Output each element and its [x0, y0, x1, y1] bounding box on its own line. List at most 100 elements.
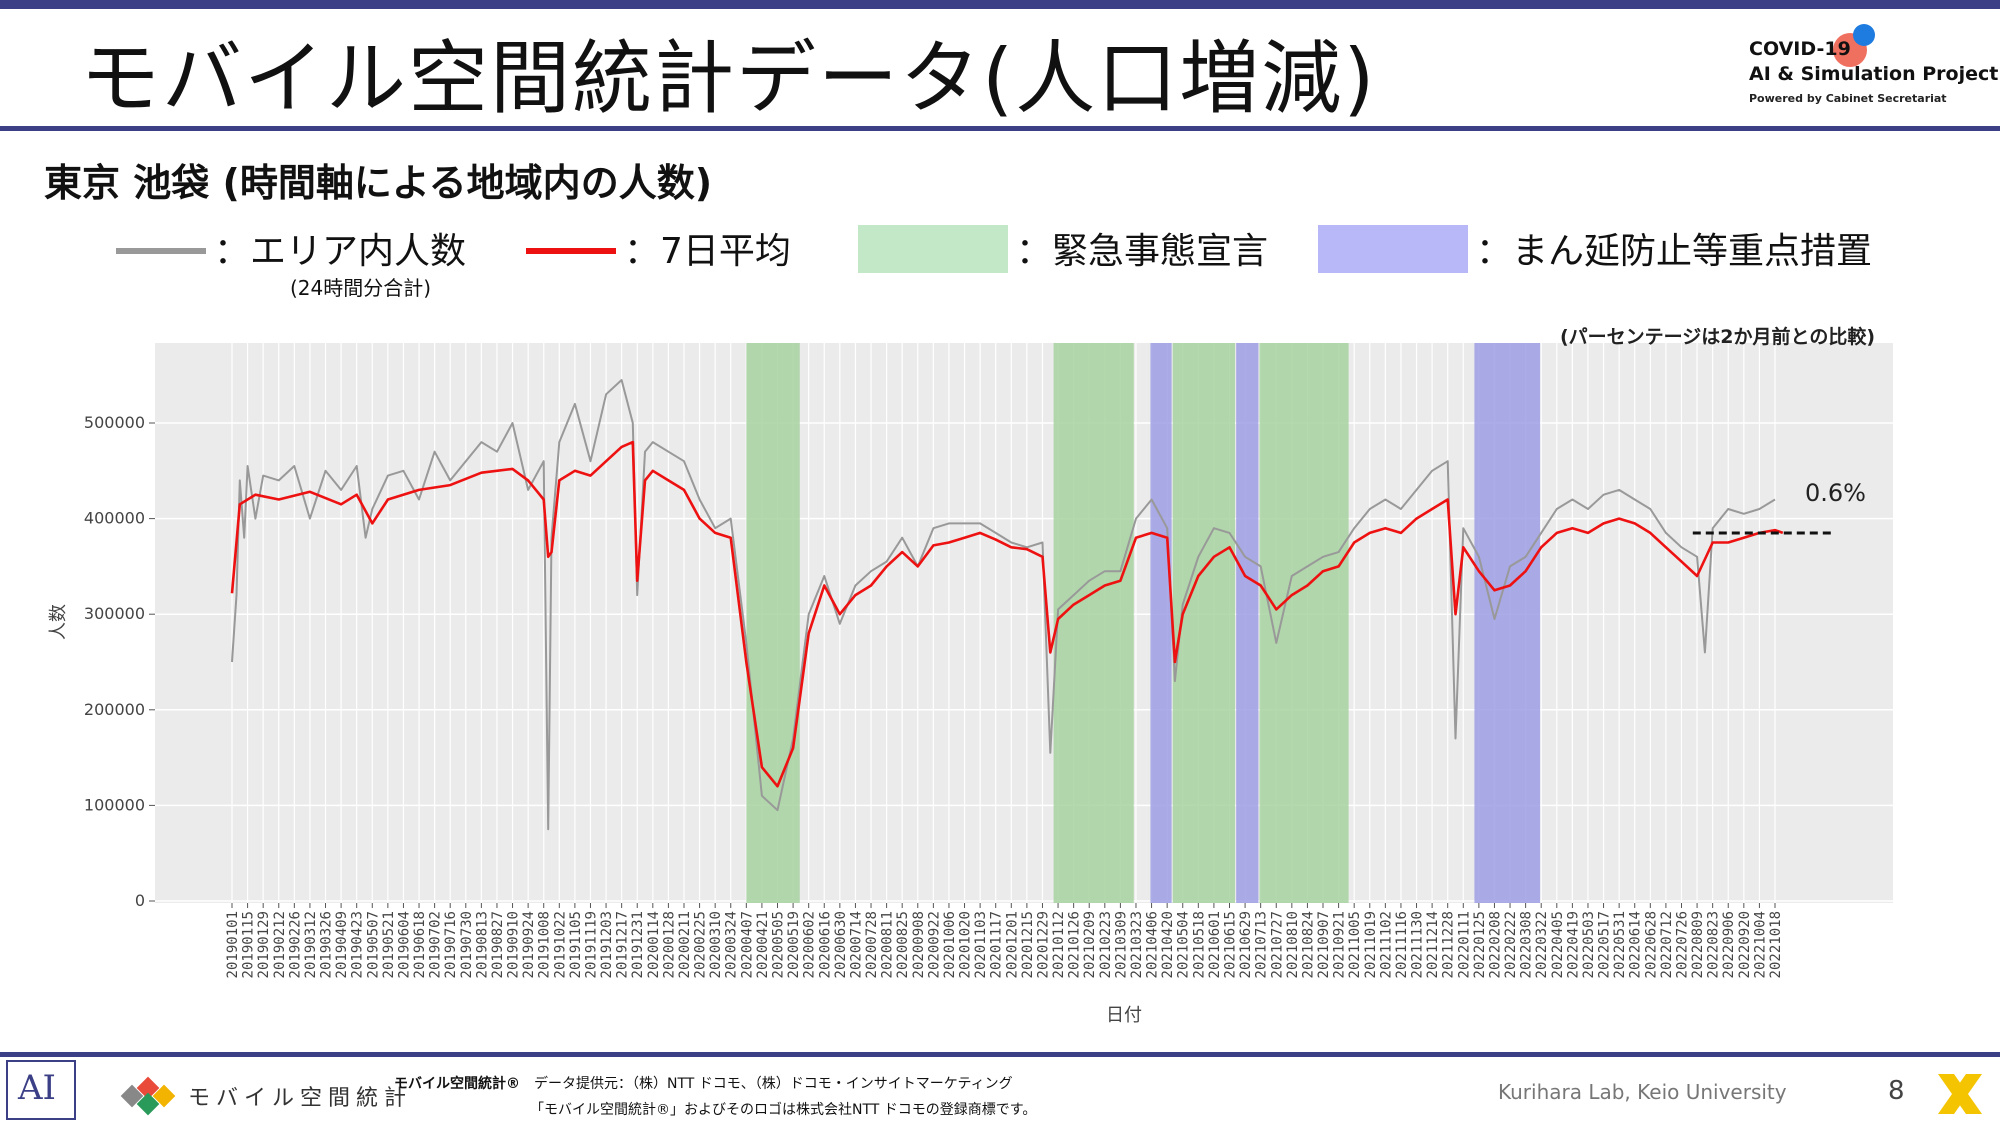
population-chart: 0.6% 0 100000 200000 300000 400000 500000 20190… [48, 343, 1893, 1026]
series-line-7day-avg [230, 440, 1784, 788]
footer-divider [0, 1052, 2000, 1057]
x-tick-label: 20200310 [708, 911, 724, 978]
ai-lab-logo-icon: AI [6, 1060, 76, 1120]
x-tick-label: 20200728 [864, 911, 880, 978]
x-tick-label: 20210223 [1098, 911, 1114, 978]
legend-avg-label: ：7日平均 [624, 231, 791, 272]
x-tick-label: 20200114 [646, 911, 662, 978]
plot-panel [155, 343, 1893, 903]
x-tick-label: 20200908 [911, 911, 927, 978]
legend-emergency-label: ：緊急事態宣言 [1016, 231, 1269, 272]
chart-subtitle: 東京 池袋 (時間軸による地域内の人数) [44, 161, 713, 205]
x-tick-label: 20190101 [225, 911, 241, 978]
x-logo-icon [1938, 1074, 1982, 1114]
priority-period-band [1474, 343, 1541, 903]
legend-priority-label: ：まん延防止等重点措置 [1476, 231, 1873, 272]
x-tick-label: 20200421 [755, 911, 771, 978]
emergency-period-band [1053, 343, 1134, 903]
x-tick-label: 20190226 [287, 911, 303, 978]
x-tick-label: 20191008 [537, 911, 553, 978]
x-tick-label: 20220531 [1612, 911, 1628, 978]
logo-line-2: AI & Simulation Project [1749, 63, 1999, 85]
x-tick-label: 20200811 [880, 911, 896, 978]
x-tick-label: 20200630 [833, 911, 849, 978]
x-tick-label: 20201215 [1020, 911, 1036, 978]
x-tick-label: 20201006 [942, 911, 958, 978]
x-tick-label: 20220125 [1472, 911, 1488, 978]
x-tick-label: 20210615 [1222, 911, 1238, 978]
legend-daily-note: (24時間分合計) [290, 276, 432, 300]
x-tick-label: 20210209 [1082, 911, 1098, 978]
emergency-period-band [1259, 343, 1349, 903]
x-tick-label: 20220628 [1643, 911, 1659, 978]
x-tick-label: 20190521 [381, 911, 397, 978]
x-tick-label: 20220111 [1456, 911, 1472, 978]
x-tick-label: 20220517 [1597, 911, 1613, 978]
x-tick-label: 20220308 [1519, 911, 1535, 978]
x-tick-label: 20190827 [490, 911, 506, 978]
x-tick-label: 20201103 [973, 911, 989, 978]
x-tick-label: 20210504 [1176, 911, 1192, 978]
change-annotation: 0.6% [1805, 479, 1866, 507]
x-tick-label: 20220809 [1690, 911, 1706, 978]
x-tick-label: 20210309 [1113, 911, 1129, 978]
x-tick-label: 20210629 [1238, 911, 1254, 978]
x-tick-label: 20200714 [848, 911, 864, 978]
x-tick-label: 20220419 [1565, 911, 1581, 978]
top-accent-bar [0, 0, 2000, 9]
y-tick-label: 500000 [84, 413, 145, 432]
x-tick-label: 20200128 [661, 911, 677, 978]
x-tick-label: 20201117 [989, 911, 1005, 978]
x-tick-label: 20201229 [1035, 911, 1051, 978]
x-tick-label: 20200211 [677, 911, 693, 978]
logo-blue-dot-icon [1853, 24, 1875, 46]
x-tick-label: 20200225 [693, 911, 709, 978]
x-tick-label: 20220405 [1550, 911, 1566, 978]
x-tick-label: 20220726 [1674, 911, 1690, 978]
x-tick-label: 20190813 [474, 911, 490, 978]
emergency-period-band [746, 343, 800, 903]
x-tick-label: 20210406 [1145, 911, 1161, 978]
x-tick-label: 20220322 [1534, 911, 1550, 978]
x-tick-label: 20220222 [1503, 911, 1519, 978]
x-tick-label: 20210323 [1129, 911, 1145, 978]
x-tick-label: 20190129 [256, 911, 272, 978]
x-tick-label: 20210810 [1285, 911, 1301, 978]
footer-trademark: 「モバイル空間統計®」およびそのロゴは株式会社NTT ドコモの登録商標です。 [530, 1102, 1037, 1118]
legend-daily-swatch [116, 248, 206, 254]
page-number: 8 [1888, 1076, 1905, 1106]
x-tick-label: 20210824 [1300, 911, 1316, 978]
x-tick-label: 20191231 [630, 911, 646, 978]
x-tick-label: 20191203 [599, 911, 615, 978]
x-tick-label: 20190730 [459, 911, 475, 978]
x-tick-label: 20220920 [1737, 911, 1753, 978]
x-tick-label: 20190604 [396, 911, 412, 978]
lab-credit: Kurihara Lab, Keio University [1498, 1080, 1787, 1104]
x-tick-label: 20221018 [1768, 911, 1784, 978]
x-tick-label: 20190423 [350, 911, 366, 978]
x-tick-label: 20210112 [1051, 911, 1067, 978]
x-tick-label: 20190409 [334, 911, 350, 978]
x-tick-label: 20190702 [428, 911, 444, 978]
x-tick-label: 20210420 [1160, 911, 1176, 978]
x-tick-label: 20201020 [958, 911, 974, 978]
chart-note: (パーセンテージは2か月前との比較) [1560, 326, 1876, 348]
legend-daily-label: ：エリア内人数 [214, 231, 467, 272]
x-tick-label: 20190924 [521, 911, 537, 978]
x-tick-label: 20210727 [1269, 911, 1285, 978]
x-tick-label: 20221004 [1752, 911, 1768, 978]
x-tick-label: 20220503 [1581, 911, 1597, 978]
x-tick-label: 20210907 [1316, 911, 1332, 978]
emergency-period-band [1172, 343, 1236, 903]
x-tick-label: 20200825 [895, 911, 911, 978]
logo-line-1: COVID-19 [1749, 38, 1851, 60]
x-tick-label: 20190910 [506, 911, 522, 978]
x-tick-label: 20190212 [272, 911, 288, 978]
x-tick-label: 20210518 [1191, 911, 1207, 978]
footer-brand: モバイル空間統計® [394, 1076, 520, 1092]
y-tick-label: 300000 [84, 604, 145, 623]
x-tick-label: 20200602 [802, 911, 818, 978]
x-tick-label: 20201201 [1004, 911, 1020, 978]
footer-provider: データ提供元：（株）NTT ドコモ、（株）ドコモ・インサイトマーケティング [534, 1076, 1013, 1092]
y-tick-label: 0 [135, 891, 145, 910]
